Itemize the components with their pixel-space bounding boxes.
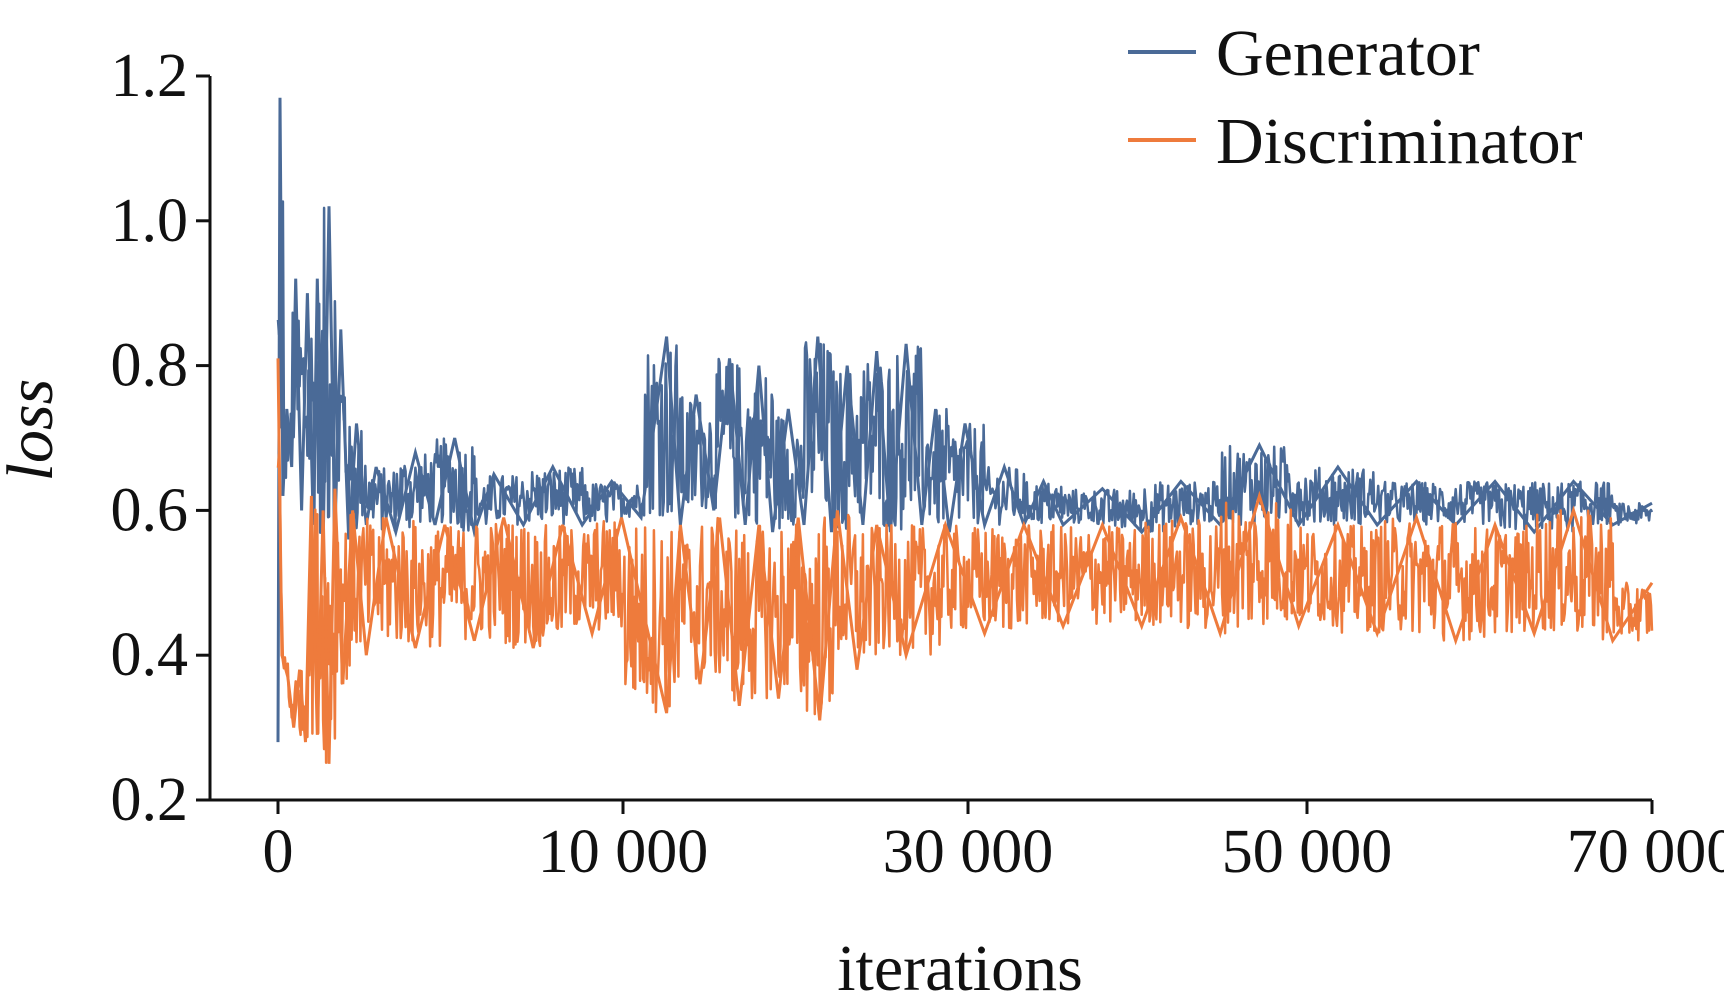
plot-area: 0.2 0.4 0.6 0.8 1.0 1.2 0 10 000 30 000 50 000 70… (111, 42, 1724, 886)
y-tick-label: 0.2 (111, 766, 189, 834)
series-line-discriminator (276, 452, 1654, 765)
x-ticks: 0 10 000 30 000 50 000 70 000 (263, 800, 1724, 886)
legend-label-discriminator: Discriminator (1216, 105, 1583, 178)
series-peaks-generator (276, 97, 1653, 743)
series-line-generator (276, 200, 1654, 534)
x-tick-label: 30 000 (883, 818, 1054, 886)
legend: Generator Discriminator (1128, 17, 1583, 178)
series-peaks-discriminator (276, 358, 1654, 764)
y-tick-label: 0.6 (111, 476, 189, 544)
series-layer (276, 97, 1654, 765)
y-tick-label: 0.8 (111, 332, 189, 400)
x-axis-title: iterations (837, 932, 1083, 992)
x-tick-label: 50 000 (1222, 818, 1393, 886)
y-tick-label: 0.4 (111, 621, 189, 689)
y-axis-title: loss (0, 379, 67, 482)
x-tick-label: 10 000 (538, 818, 709, 886)
y-ticks: 0.2 0.4 0.6 0.8 1.0 1.2 (111, 42, 210, 834)
x-tick-label: 70 000 (1567, 818, 1724, 886)
y-tick-label: 1.0 (111, 187, 189, 255)
x-tick-label: 0 (263, 818, 294, 886)
y-tick-label: 1.2 (111, 42, 189, 110)
legend-label-generator: Generator (1216, 17, 1480, 90)
